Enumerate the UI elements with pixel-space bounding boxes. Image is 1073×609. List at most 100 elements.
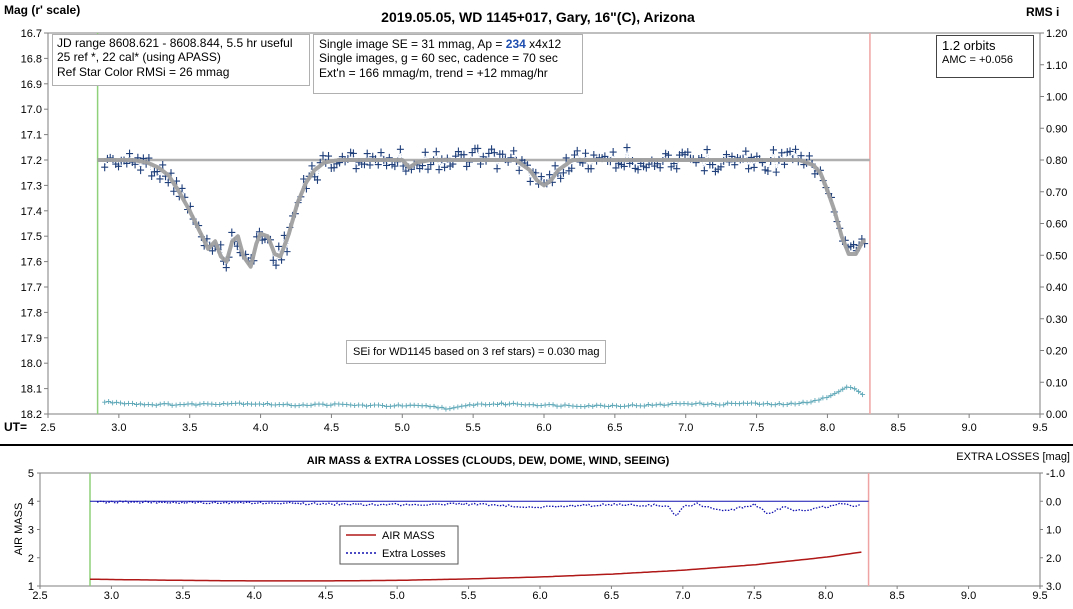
top-x-tick-label: 3.5 [182,422,197,434]
top-y2-tick-label: 1.20 [1046,28,1067,40]
rms-data-point [697,400,703,406]
bottom-x-tick-label: 5.5 [461,590,476,602]
top-y-tick-label: 17.4 [21,206,42,218]
magnitude-data-point [731,160,739,169]
top-x-tick-label: 8.0 [820,422,835,434]
top-x-tick-label: 2.5 [40,422,55,434]
rms-data-point [614,403,620,409]
top-y2-axis-label: RMS i [1026,5,1059,19]
top-y-tick-label: 18.2 [21,409,42,421]
info-left-line-3: Ref Star Color RMSi = 26 mmag [57,64,230,79]
bottom-x-tick-label: 3.5 [175,590,190,602]
rms-data-point [245,401,251,407]
rms-data-point [756,401,762,407]
magnitude-data-point [424,165,432,174]
rms-data-point [491,401,497,407]
rms-data-point [701,402,707,408]
rms-data-point [649,402,655,408]
magnitude-data-point [750,163,758,172]
rms-data-point [264,400,270,406]
magnitude-data-point [551,161,559,170]
top-x-tick-label: 9.5 [1032,422,1047,434]
top-x-tick-label: 4.5 [324,422,339,434]
airmass-line [89,551,862,582]
magnitude-data-point [587,164,595,173]
magnitude-data-point [170,187,178,196]
magnitude-data-point [137,166,145,175]
magnitude-data-point [537,172,545,181]
top-y-tick-label: 17.7 [21,282,42,294]
rms-data-point [379,402,385,408]
magnitude-data-point [366,160,374,169]
magnitude-data-point [786,147,794,156]
rms-data-point [197,401,203,407]
rms-data-point [284,401,290,407]
bottom-y2-tick-label: 0.0 [1046,496,1061,508]
info-left-line-2: 25 ref *, 22 cal* (using APASS) [57,50,221,65]
magnitude-data-point [772,168,780,177]
magnitude-data-point [460,150,468,159]
magnitude-data-point [383,161,391,170]
rms-data-point [241,401,247,407]
rms-data-point [498,400,504,406]
rms-data-point [796,400,802,406]
rms-data-point [542,402,548,408]
magnitude-data-point [764,166,772,175]
rms-data-point [110,400,116,406]
magnitude-data-point [432,147,440,156]
magnitude-data-point [778,148,786,157]
magnitude-data-point [573,146,581,155]
rms-data-point [149,402,155,408]
magnitude-data-point [313,175,321,184]
top-y2-tick-label: 0.30 [1046,314,1067,326]
rms-data-point [360,402,366,408]
rms-data-point [598,402,604,408]
magnitude-data-point [526,177,534,186]
top-y-tick-label: 18.1 [21,384,42,396]
top-y2-tick-label: 0.20 [1046,346,1067,358]
magnitude-data-point [178,184,186,193]
magnitude-data-point [363,149,371,158]
rms-data-point [502,402,508,408]
top-x-tick-label: 9.0 [961,422,976,434]
magnitude-data-point [568,164,576,173]
magnitude-data-point [377,148,385,157]
magnitude-data-point [792,145,800,154]
magnitude-data-point [700,166,708,175]
top-x-axis-label: UT= [4,420,27,434]
magnitude-data-point [101,163,109,172]
rms-data-point [752,400,758,406]
magnitude-data-point [703,145,711,154]
rms-data-point [102,399,108,405]
rms-data-point [137,401,143,407]
top-y-tick-label: 18.0 [21,358,42,370]
magnitude-data-point [570,151,578,160]
magnitude-data-point [272,261,280,270]
bottom-x-tick-label: 5.0 [389,590,404,602]
rms-data-point [641,403,647,409]
magnitude-data-point [805,151,813,160]
extra-losses-line [96,500,861,517]
bottom-legend: AIR MASS Extra Losses [339,525,459,565]
magnitude-data-point [145,154,153,163]
bottom-x-tick-label: 3.0 [104,590,119,602]
rms-data-point [832,391,838,397]
rms-data-point [856,389,862,395]
magnitude-data-point [126,149,134,158]
rms-data-point [828,393,834,399]
rms-data-point [685,401,691,407]
magnitude-data-point [769,145,777,154]
bottom-y-tick-label: 5 [28,468,34,480]
rms-data-point [439,404,445,410]
top-y2-tick-label: 1.10 [1046,60,1067,72]
bottom-x-tick-label: 2.5 [32,590,47,602]
rms-data-point [848,384,854,390]
magnitude-data-point [308,161,316,170]
legend-airmass-label: AIR MASS [382,530,435,542]
magnitude-data-point [673,164,681,173]
magnitude-data-point [797,151,805,160]
rms-data-point [800,399,806,405]
rms-data-point [590,403,596,409]
magnitude-data-point [684,148,692,157]
